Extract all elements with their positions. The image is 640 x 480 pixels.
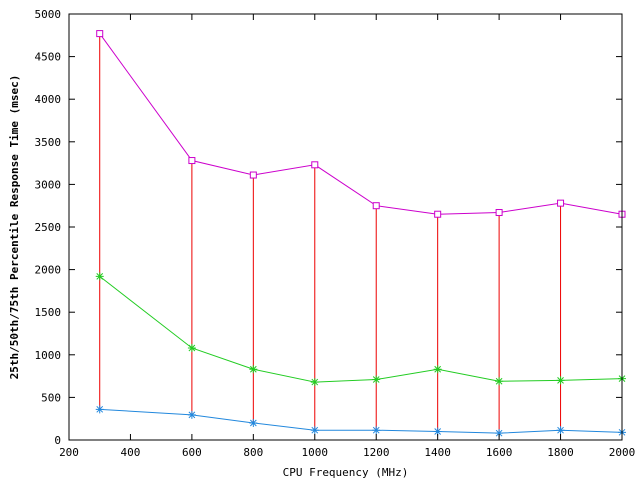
plot-frame bbox=[68, 13, 623, 441]
data-point-p50 bbox=[187, 343, 196, 352]
y-tick-label: 3000 bbox=[35, 178, 62, 191]
data-point-p25 bbox=[372, 426, 381, 435]
data-point-p25 bbox=[495, 429, 504, 438]
y-tick-label: 0 bbox=[54, 434, 61, 447]
data-point-p50 bbox=[95, 272, 104, 281]
data-point-p75 bbox=[495, 209, 503, 217]
plot-frame-group bbox=[68, 13, 623, 441]
y-tick-label: 500 bbox=[41, 391, 61, 404]
data-point-p75 bbox=[96, 30, 104, 38]
series-lines-group bbox=[99, 33, 623, 434]
y-tick-label: 1500 bbox=[35, 306, 62, 319]
y-tick-label: 4000 bbox=[35, 93, 62, 106]
series-line-p50 bbox=[99, 276, 623, 383]
y-tick-label: 5000 bbox=[35, 8, 62, 21]
series-line-p25 bbox=[99, 408, 623, 434]
x-tick-label: 400 bbox=[121, 446, 141, 459]
data-point-p25 bbox=[310, 426, 319, 435]
data-point-p75 bbox=[311, 161, 319, 169]
data-point-p75 bbox=[557, 199, 565, 207]
x-tick-label: 600 bbox=[182, 446, 202, 459]
data-point-p50 bbox=[556, 376, 565, 385]
x-tick-label: 200 bbox=[59, 446, 79, 459]
data-point-p50 bbox=[495, 377, 504, 386]
data-point-p50 bbox=[310, 378, 319, 387]
ticks-group: 200 400 600 800 1000 1200 1400 1600 1800 2000 0 500… bbox=[35, 8, 636, 459]
series-line-p75 bbox=[99, 33, 623, 215]
x-tick-label: 1200 bbox=[363, 446, 390, 459]
x-tick-label: 1800 bbox=[547, 446, 574, 459]
y-tick-label: 2000 bbox=[35, 264, 62, 277]
data-point-p75 bbox=[434, 210, 442, 218]
data-point-p50 bbox=[372, 375, 381, 384]
series-markers-group bbox=[95, 30, 626, 438]
data-point-p75 bbox=[249, 171, 257, 179]
y-tick-label: 3500 bbox=[35, 136, 62, 149]
x-tick-label: 1000 bbox=[302, 446, 329, 459]
x-tick-label: 1400 bbox=[424, 446, 451, 459]
data-point-p25 bbox=[95, 405, 104, 414]
data-point-p50 bbox=[433, 365, 442, 374]
range-bars-group bbox=[99, 33, 623, 434]
data-point-p25 bbox=[556, 426, 565, 435]
data-point-p25 bbox=[249, 418, 258, 427]
y-tick-label: 1000 bbox=[35, 349, 62, 362]
data-point-p75 bbox=[372, 202, 380, 210]
x-axis-label: CPU Frequency (MHz) bbox=[283, 466, 409, 479]
y-axis-label: 25th/50th/75th Percentile Response Time … bbox=[8, 75, 21, 380]
data-point-p75 bbox=[188, 157, 196, 165]
data-point-p50 bbox=[249, 365, 258, 374]
data-point-p25 bbox=[187, 410, 196, 419]
x-tick-label: 800 bbox=[243, 446, 263, 459]
y-tick-label: 4500 bbox=[35, 51, 62, 64]
x-tick-label: 1600 bbox=[486, 446, 513, 459]
data-point-p25 bbox=[433, 427, 442, 436]
y-tick-label: 2500 bbox=[35, 221, 62, 234]
x-tick-label: 2000 bbox=[609, 446, 636, 459]
